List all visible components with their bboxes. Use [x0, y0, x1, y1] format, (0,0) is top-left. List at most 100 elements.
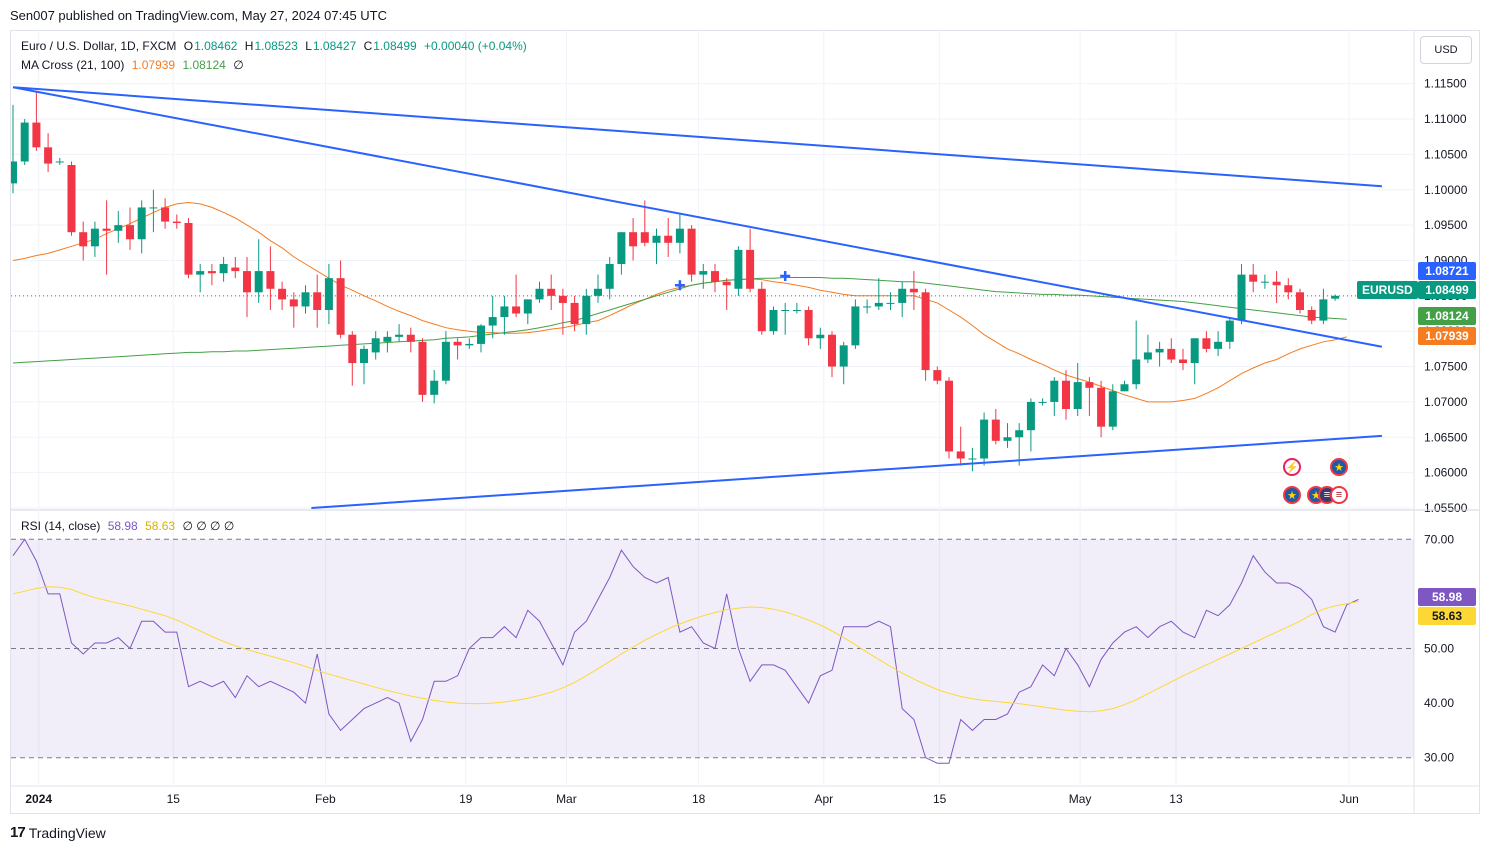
lightning-icon[interactable]: ⚡ — [1283, 458, 1301, 476]
candle-body — [605, 264, 614, 289]
ohlc-low: L1.08427 — [305, 39, 357, 53]
candle-body — [570, 302, 579, 325]
candle-body — [348, 334, 357, 364]
candle-body — [804, 309, 813, 339]
candle-body — [792, 309, 801, 311]
candle-body — [968, 458, 977, 460]
ohlc-open: O1.08462 — [183, 39, 238, 53]
y-tick-label: 1.10500 — [1424, 147, 1468, 161]
eu-flag-icon[interactable]: ★ — [1330, 458, 1348, 476]
candle-body — [1073, 382, 1082, 409]
candle-body — [395, 334, 404, 337]
candle-body — [1155, 348, 1164, 353]
currency-button[interactable]: USD — [1420, 36, 1472, 64]
candle-body — [465, 343, 474, 346]
candle-body — [44, 147, 53, 164]
ma-slow-line — [12, 277, 1347, 364]
y-tick-label: 1.09500 — [1424, 218, 1468, 232]
candle-body — [161, 207, 170, 222]
candle-body — [172, 221, 181, 223]
eu-flag-icon[interactable]: ★ — [1283, 486, 1301, 504]
x-tick-label: May — [1069, 792, 1092, 806]
price-label-rsi: 58.98 — [1418, 588, 1476, 606]
y-tick-label: 1.06500 — [1424, 430, 1468, 444]
candle-body — [278, 288, 287, 300]
candle-body — [1284, 285, 1293, 293]
candle-body — [711, 271, 719, 282]
candle-body — [207, 271, 216, 274]
rsi-legend: RSI (14, close) 58.98 58.63 ∅ ∅ ∅ ∅ — [21, 519, 238, 533]
candle-body — [32, 122, 41, 148]
candle-body — [1062, 380, 1070, 409]
ohlc-high: H1.08523 — [244, 39, 298, 53]
candle-body — [137, 207, 146, 240]
x-tick-label: 13 — [1169, 792, 1183, 806]
x-tick-label: Apr — [814, 792, 833, 806]
x-tick-label: 19 — [459, 792, 473, 806]
us-flag-icon[interactable]: ≡ — [1330, 486, 1348, 504]
candle-body — [184, 222, 193, 275]
candle-body — [921, 292, 930, 371]
ma-label: MA Cross (21, 100) — [21, 58, 125, 72]
y-tick-label: 1.10000 — [1424, 183, 1468, 197]
cross-marker — [674, 280, 685, 291]
candle-body — [991, 419, 1000, 441]
brand: 17 TradingView — [10, 824, 106, 841]
candle-body — [781, 309, 790, 311]
candle-body — [1260, 281, 1269, 283]
candle-body — [898, 288, 907, 303]
symbol-legend: Euro / U.S. Dollar, 1D, FXCM O1.08462 H1… — [21, 39, 531, 53]
rsi-extras: ∅ ∅ ∅ ∅ — [182, 519, 235, 533]
candle-body — [1038, 401, 1047, 403]
candle-body — [1214, 341, 1223, 349]
x-tick-label: 15 — [167, 792, 181, 806]
candle-body — [336, 278, 345, 335]
candle-body — [734, 249, 743, 289]
candle-body — [67, 165, 76, 233]
candle-body — [1190, 338, 1199, 364]
y-tick-label: 1.07000 — [1424, 395, 1468, 409]
brand-name: TradingView — [28, 824, 106, 841]
price-label-up: 1.08721 — [1418, 262, 1476, 280]
tradingview-logo-icon: 17 — [10, 824, 26, 841]
ohlc-close: C1.08499 — [363, 39, 417, 53]
candle-body — [664, 235, 673, 243]
candle-body — [1319, 299, 1328, 321]
x-tick-label: 2024 — [25, 792, 52, 806]
candle-body — [90, 228, 99, 247]
ma-legend: MA Cross (21, 100) 1.07939 1.08124 ∅ — [21, 58, 248, 72]
candle-body — [523, 299, 532, 314]
candle-body — [874, 302, 883, 307]
candle-body — [254, 271, 263, 293]
candle-body — [547, 288, 556, 296]
y-tick-label: 1.11500 — [1424, 77, 1467, 91]
candle-body — [149, 207, 158, 209]
candle-body — [909, 288, 918, 293]
candle-body — [219, 264, 228, 274]
x-tick-label: Mar — [556, 792, 577, 806]
candle-body — [11, 161, 17, 184]
candle-body — [371, 338, 380, 353]
price-change: +0.00040 (+0.04%) — [424, 39, 527, 53]
candle-body — [324, 278, 333, 310]
cross-marker — [780, 271, 791, 282]
publisher-line: Sen007 published on TradingView.com, May… — [10, 8, 387, 23]
candle-body — [1307, 309, 1316, 321]
candle-body — [757, 288, 766, 332]
candle-body — [839, 345, 848, 367]
candle-body — [1237, 274, 1246, 321]
candle-body — [1120, 384, 1129, 392]
candle-body — [1296, 292, 1304, 310]
candle-body — [558, 295, 567, 303]
candle-body — [851, 306, 860, 346]
rsi-line — [12, 538, 1359, 764]
chart-frame — [10, 30, 1480, 814]
candle-body — [629, 232, 638, 247]
rsi-tick-label: 30.00 — [1424, 751, 1454, 765]
candle-body — [933, 370, 942, 381]
candle-body — [1202, 338, 1211, 349]
candle-body — [535, 288, 544, 300]
candle-body — [1331, 295, 1340, 299]
candle-body — [816, 334, 825, 339]
